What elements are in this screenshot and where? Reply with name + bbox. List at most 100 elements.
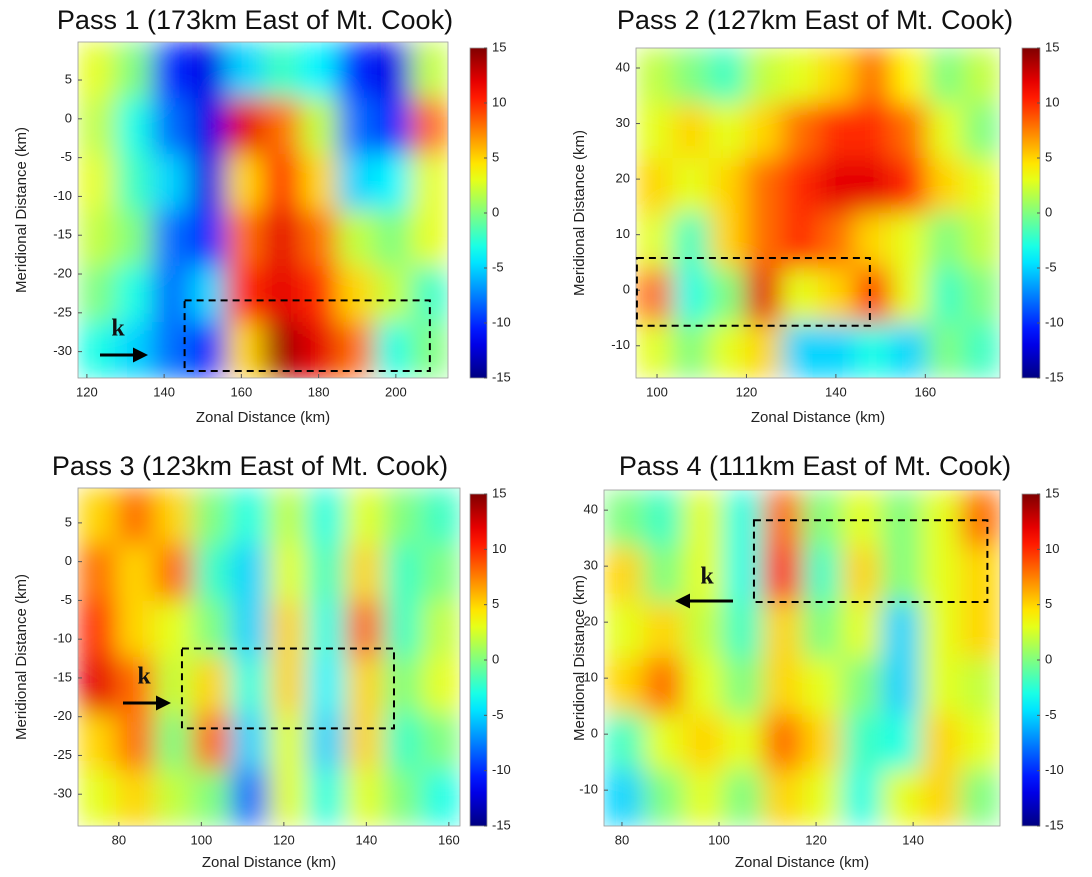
heat-cell: [421, 600, 460, 658]
heat-cell: [192, 769, 232, 826]
heat-cell: [337, 98, 375, 155]
heat-cell: [672, 268, 710, 324]
colorbar-tick-label: -10: [1045, 762, 1064, 777]
heat-cell: [890, 158, 928, 214]
heat-cell: [920, 658, 961, 715]
heat-cell: [154, 769, 194, 826]
annotation: k: [111, 316, 125, 342]
y-axis-label: Meridional Distance (km): [13, 574, 30, 740]
heat-cell: [802, 546, 843, 603]
heat-cell: [230, 713, 270, 771]
highlight-box: [180, 647, 395, 730]
heat-cell: [604, 490, 645, 547]
heat-cell: [269, 488, 308, 545]
panel: 120 140 160 180 200 5 0 -5 -10 -15 -20 -25 -30 Pass 1…: [13, 5, 511, 426]
heat-cell: [192, 488, 232, 545]
heat-cell: [960, 490, 1000, 547]
heat-cell: [374, 266, 412, 323]
heat-cell: [78, 42, 116, 99]
heat-cell: [762, 602, 803, 659]
heat-cell: [78, 98, 116, 155]
heat-cell: [226, 98, 264, 155]
heat-cell: [672, 158, 710, 214]
colorbar-tick-label: 0: [492, 204, 499, 219]
heat-cell: [802, 490, 843, 547]
heat-cell: [374, 98, 412, 155]
heat-cell: [152, 322, 190, 378]
heat-cell: [337, 266, 375, 323]
heat-cell: [152, 154, 190, 211]
heat-cell: [683, 658, 724, 715]
heat-cell: [78, 322, 116, 378]
heat-cell: [963, 103, 1000, 159]
heat-cell: [226, 210, 264, 267]
heat-cell: [78, 713, 117, 771]
heat-cell: [78, 657, 117, 714]
heat-cell: [708, 268, 746, 324]
heat-cell: [960, 770, 1000, 826]
heat-cell: [643, 602, 684, 659]
heat-cell: [116, 488, 155, 545]
colorbar-tick-label: -10: [492, 314, 511, 329]
heat-cell: [189, 210, 227, 267]
y-tick-label: -30: [53, 786, 72, 801]
y-tick-label: -5: [60, 592, 72, 607]
heat-cell: [960, 658, 1000, 715]
colorbar-tick-label: 5: [492, 149, 499, 164]
x-axis-label: Zonal Distance (km): [751, 409, 885, 426]
y-tick-label: -20: [53, 708, 72, 723]
x-tick-label: 160: [231, 384, 253, 399]
heat-cell: [708, 323, 746, 378]
heat-cell: [78, 600, 117, 658]
heat-cell: [672, 213, 710, 269]
chart-title: Pass 3 (123km East of Mt. Cook): [52, 451, 448, 481]
heat-cell: [762, 658, 803, 715]
heat-cell: [421, 657, 460, 714]
heat-cell: [411, 98, 448, 155]
heat-cell: [854, 213, 892, 269]
heat-cell: [421, 488, 460, 545]
heat-cell: [672, 323, 710, 378]
plot-frame: [77, 41, 449, 379]
heatmap: [78, 488, 460, 826]
heat-cell: [643, 658, 684, 715]
heat-cell: [963, 158, 1000, 214]
heat-cell: [683, 490, 724, 547]
heat-cell: [841, 714, 882, 771]
y-tick-label: 10: [584, 670, 598, 685]
heat-cell: [604, 546, 645, 603]
heat-cell: [230, 600, 270, 658]
heat-cell: [762, 770, 803, 826]
heat-cell: [643, 770, 684, 826]
chart-title: Pass 4 (111km East of Mt. Cook): [619, 451, 1011, 481]
heat-cell: [78, 266, 116, 323]
x-tick-label: 120: [805, 832, 827, 847]
heat-cell: [604, 602, 645, 659]
heat-cell: [881, 602, 922, 659]
heat-cell: [802, 602, 843, 659]
heat-cell: [802, 770, 843, 826]
heat-cell: [337, 42, 375, 99]
heat-cell: [604, 770, 645, 826]
heat-cell: [269, 657, 308, 714]
x-tick-label: 140: [356, 832, 378, 847]
colorbar-tick-label: -5: [492, 259, 504, 274]
x-axis-label: Zonal Distance (km): [196, 409, 330, 426]
y-tick-label: 40: [616, 59, 630, 74]
heat-cell: [421, 769, 460, 826]
heat-cell: [781, 323, 819, 378]
heat-cell: [841, 602, 882, 659]
x-axis-label: Zonal Distance (km): [202, 854, 336, 871]
x-tick-label: 160: [438, 832, 460, 847]
heat-cell: [745, 268, 783, 324]
plot-area: [604, 490, 1000, 826]
x-tick-label: 100: [190, 832, 212, 847]
heat-cell: [189, 322, 227, 378]
y-tick-label: -15: [53, 227, 72, 242]
heat-cell: [421, 544, 460, 602]
colorbar-tick-label: 5: [492, 596, 499, 611]
heat-cell: [374, 210, 412, 267]
x-tick-label: 160: [914, 384, 936, 399]
heat-cell: [722, 658, 763, 715]
heat-cell: [269, 600, 308, 658]
